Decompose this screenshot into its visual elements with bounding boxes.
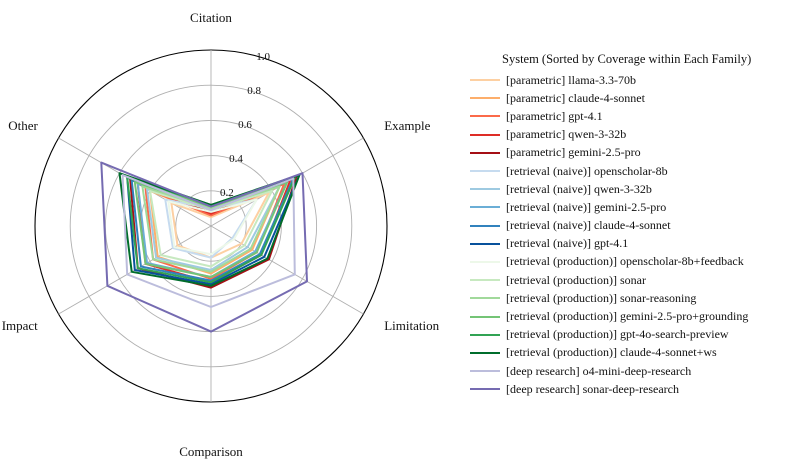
- legend-swatch: [470, 297, 500, 300]
- legend-swatch: [470, 279, 500, 282]
- axis-label-example: Example: [384, 118, 430, 133]
- legend-item: [parametric] gpt-4.1: [470, 107, 782, 125]
- legend-swatch: [470, 188, 500, 191]
- series-retrieval-production-gemini-2-5-pro-grounding: [133, 181, 289, 278]
- legend-label: [retrieval (naive)] openscholar-8b: [506, 163, 668, 178]
- legend-label: [retrieval (naive)] claude-4-sonnet: [506, 218, 671, 233]
- axis-label-citation: Citation: [190, 10, 232, 25]
- legend-item: [parametric] qwen-3-32b: [470, 126, 782, 144]
- legend-swatch: [470, 333, 500, 336]
- radar-spoke-limitation: [210, 225, 364, 315]
- series-retrieval-production-openscholar-8b-feedback: [167, 198, 258, 256]
- radar-series-group: [100, 161, 308, 333]
- legend-item: [retrieval (naive)] openscholar-8b: [470, 162, 782, 180]
- legend-item: [retrieval (production)] claude-4-sonnet…: [470, 344, 782, 362]
- legend-swatch: [470, 170, 500, 173]
- legend-swatch: [470, 260, 500, 263]
- legend-item: [deep research] sonar-deep-research: [470, 380, 782, 398]
- radial-tick-label: 0.2: [220, 187, 234, 199]
- radial-tick-label: 0.6: [238, 119, 252, 131]
- legend-item: [retrieval (production)] gemini-2.5-pro+…: [470, 307, 782, 325]
- series-retrieval-production-sonar: [149, 189, 273, 268]
- legend-rows: [parametric] llama-3.3-70b [parametric] c…: [470, 71, 782, 398]
- legend-label: [retrieval (production)] sonar: [506, 272, 646, 287]
- radar-grid: [34, 49, 388, 403]
- legend-swatch: [470, 224, 500, 227]
- legend-swatch: [470, 115, 500, 118]
- legend-item: [retrieval (naive)] gpt-4.1: [470, 235, 782, 253]
- radar-labels: 0.2 0.4 0.6 0.8 1.0 Citation Example Limitation…: [2, 10, 440, 459]
- legend-swatch: [470, 351, 500, 354]
- legend-label: [deep research] o4-mini-deep-research: [506, 363, 692, 378]
- axis-label-comparison: Comparison: [179, 444, 243, 459]
- series-deep-research-o4-mini-deep-research: [121, 174, 296, 308]
- legend: System (Sorted by Coverage within Each F…: [470, 52, 782, 398]
- axis-label-impact: Impact: [2, 318, 38, 333]
- legend-swatch: [470, 133, 500, 136]
- legend-item: [parametric] claude-4-sonnet: [470, 89, 782, 107]
- legend-title: System (Sorted by Coverage within Each F…: [502, 52, 752, 66]
- series-deep-research-sonar-deep-research: [100, 161, 308, 333]
- legend-label: [parametric] gpt-4.1: [506, 108, 603, 123]
- legend-label: [retrieval (naive)] gpt-4.1: [506, 236, 629, 251]
- legend-swatch: [470, 242, 500, 245]
- legend-label: [deep research] sonar-deep-research: [506, 381, 679, 396]
- legend-label: [retrieval (production)] gemini-2.5-pro+…: [506, 309, 749, 324]
- radial-tick-label: 0.8: [247, 85, 261, 97]
- legend-item: [retrieval (production)] sonar: [470, 271, 782, 289]
- legend-swatch: [470, 97, 500, 100]
- radar-chart: 0.2 0.4 0.6 0.8 1.0 Citation Example Limitation…: [2, 10, 440, 459]
- legend-swatch: [470, 79, 500, 82]
- radial-tick-label: 1.0: [256, 51, 270, 63]
- legend-label: [retrieval (naive)] gemini-2.5-pro: [506, 199, 667, 214]
- legend-swatch: [470, 315, 500, 318]
- legend-swatch: [470, 370, 500, 373]
- legend-label: [parametric] qwen-3-32b: [506, 127, 627, 142]
- legend-label: [retrieval (production)] gpt-4o-search-p…: [506, 327, 729, 342]
- legend-label: [retrieval (production)] sonar-reasoning: [506, 290, 697, 305]
- legend-item: [retrieval (naive)] claude-4-sonnet: [470, 217, 782, 235]
- legend-item: [deep research] o4-mini-deep-research: [470, 362, 782, 380]
- legend-label: [parametric] gemini-2.5-pro: [506, 145, 641, 160]
- legend-label: [retrieval (naive)] qwen-3-32b: [506, 181, 652, 196]
- series-retrieval-production-sonar-reasoning: [141, 185, 281, 273]
- legend-label: [parametric] llama-3.3-70b: [506, 72, 636, 87]
- legend-item: [parametric] gemini-2.5-pro: [470, 144, 782, 162]
- legend-label: [retrieval (production)] openscholar-8b+…: [506, 254, 744, 269]
- axis-label-other: Other: [8, 118, 38, 133]
- legend-item: [parametric] llama-3.3-70b: [470, 71, 782, 89]
- legend-item: [retrieval (naive)] qwen-3-32b: [470, 180, 782, 198]
- legend-label: [retrieval (production)] claude-4-sonnet…: [506, 345, 717, 360]
- radial-tick-label: 0.4: [229, 153, 243, 165]
- legend-swatch: [470, 151, 500, 154]
- legend-swatch: [470, 206, 500, 209]
- legend-item: [retrieval (production)] gpt-4o-search-p…: [470, 326, 782, 344]
- legend-item: [retrieval (production)] openscholar-8b+…: [470, 253, 782, 271]
- legend-item: [retrieval (naive)] gemini-2.5-pro: [470, 198, 782, 216]
- legend-item: [retrieval (production)] sonar-reasoning: [470, 289, 782, 307]
- legend-swatch: [470, 388, 500, 391]
- legend-label: [parametric] claude-4-sonnet: [506, 90, 645, 105]
- axis-label-limitation: Limitation: [384, 318, 439, 333]
